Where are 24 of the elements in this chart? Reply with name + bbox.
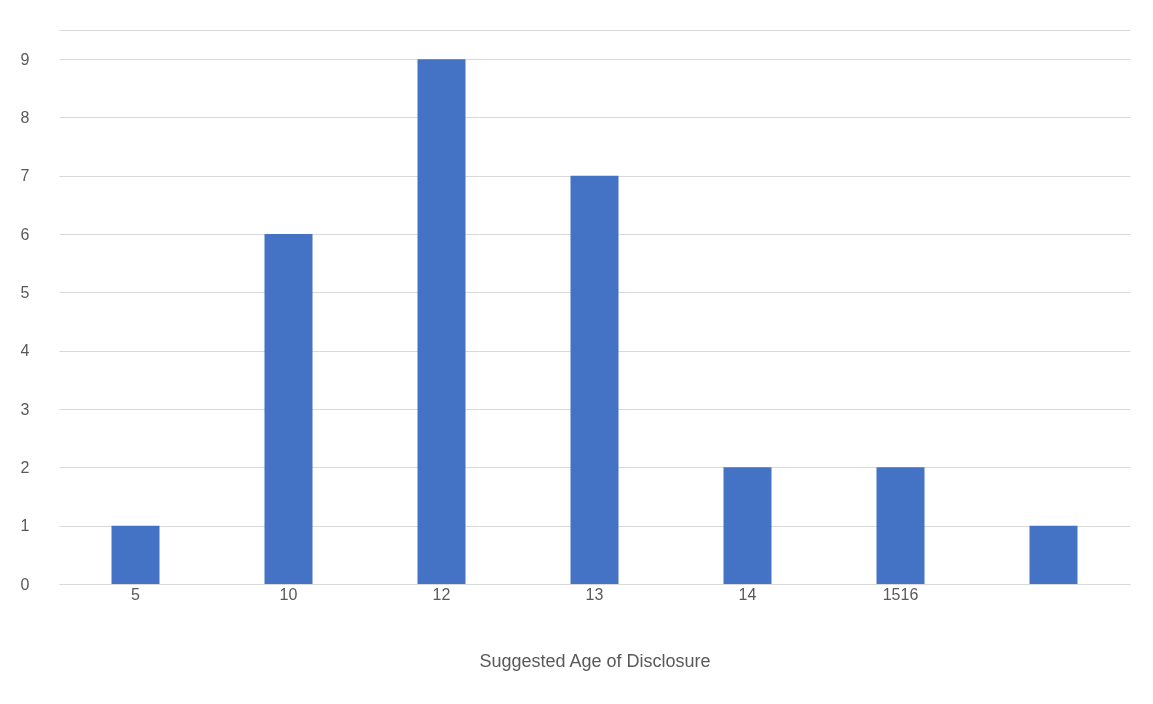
bar bbox=[1029, 525, 1078, 584]
bar bbox=[417, 59, 466, 584]
x-tick-label: 5 bbox=[131, 585, 141, 603]
y-tick-label: 9 bbox=[20, 50, 30, 68]
y-tick-label: 8 bbox=[20, 108, 30, 126]
x-tick-label: 14 bbox=[738, 585, 757, 603]
x-tick-label: 10 bbox=[279, 585, 298, 603]
bar bbox=[570, 175, 619, 584]
bar bbox=[723, 467, 772, 584]
x-tick-label: 13 bbox=[585, 585, 604, 603]
x-tick-label: 12 bbox=[432, 585, 451, 603]
y-tick-label: 4 bbox=[20, 342, 30, 360]
bar bbox=[264, 234, 313, 584]
y-tick-label: 2 bbox=[20, 458, 30, 476]
y-tick-label: 7 bbox=[20, 167, 30, 185]
bar bbox=[111, 525, 160, 584]
x-axis-title: Suggested Age of Disclosure bbox=[479, 650, 711, 671]
y-tick-label: 1 bbox=[20, 517, 30, 535]
y-tick-label: 6 bbox=[20, 225, 30, 243]
y-tick-label: 3 bbox=[20, 400, 30, 418]
x-tick-label: 1516 bbox=[882, 585, 919, 603]
bar bbox=[876, 467, 925, 584]
y-tick-label: 0 bbox=[20, 575, 30, 593]
y-tick-label: 5 bbox=[20, 283, 30, 301]
